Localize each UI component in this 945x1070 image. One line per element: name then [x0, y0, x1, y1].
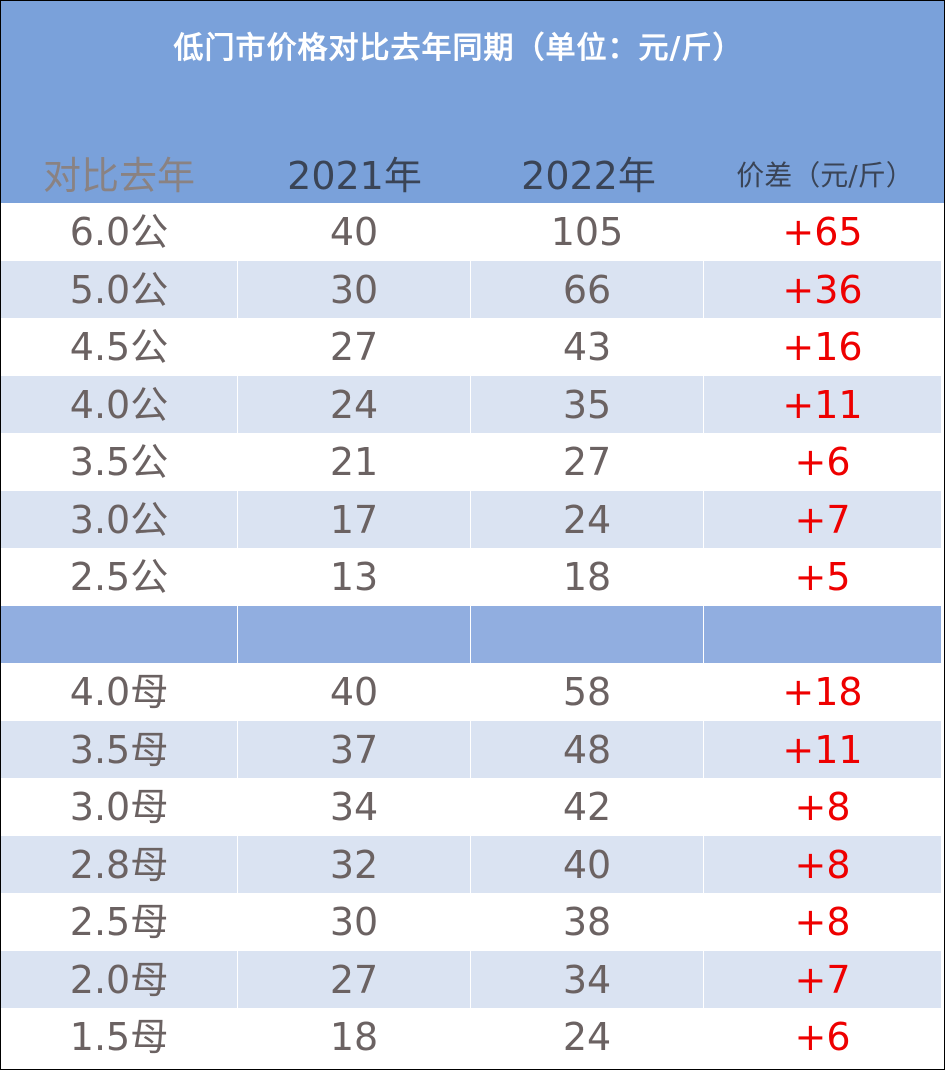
value-2021-cell: 32 [237, 835, 470, 893]
value-2022-cell: 27 [470, 433, 703, 491]
row-label-cell [1, 605, 237, 663]
table-row: 5.0公 30 66 +36 [1, 260, 944, 318]
row-label-cell: 3.0母 [69, 785, 169, 829]
price-diff-cell: +6 [703, 1008, 941, 1066]
value-2022-cell: 40 [470, 835, 703, 893]
row-label-cell: 1.5母 [69, 1015, 169, 1059]
row-label-cell: 2.5公 [69, 555, 169, 599]
value-2021-cell: 30 [237, 893, 470, 951]
price-diff-cell: +11 [703, 375, 941, 433]
table-row: 3.5母 37 48 +11 [1, 720, 944, 778]
column-header-price-diff: 价差（元/斤） [736, 159, 914, 192]
price-diff-cell: +8 [703, 835, 941, 893]
table-body: 6.0公 40 105 +65 5.0公 30 66 +36 4.5公 27 43 +16 4.0公 24… [1, 203, 944, 1066]
value-2022-cell: 58 [470, 663, 703, 721]
value-2022-cell: 66 [470, 260, 703, 318]
value-2021-cell: 27 [237, 950, 470, 1008]
value-2021-cell: 40 [237, 663, 470, 721]
price-diff-cell: +11 [703, 720, 941, 778]
value-2021-cell: 40 [237, 203, 470, 261]
price-diff-cell: +7 [703, 950, 941, 1008]
price-diff-cell: +65 [703, 203, 941, 261]
row-label-cell: 2.5母 [69, 900, 169, 944]
table-header: 低门市价格对比去年同期（单位：元/斤） 对比去年 2021年 2022年 价差（… [1, 1, 944, 203]
table-row: 2.0母 27 34 +7 [1, 950, 944, 1008]
column-header-compare: 对比去年 [42, 154, 195, 198]
value-2021-cell: 21 [237, 433, 470, 491]
table-row: 6.0公 40 105 +65 [1, 203, 944, 261]
value-2021-cell: 30 [237, 260, 470, 318]
row-label-cell: 4.0母 [69, 670, 169, 714]
row-label-cell: 3.5公 [69, 440, 169, 484]
value-2022-cell: 42 [470, 778, 703, 836]
price-diff-cell: +6 [703, 433, 941, 491]
value-2022-cell: 43 [470, 318, 703, 376]
price-diff-cell [703, 605, 941, 663]
value-2022-cell: 24 [470, 1008, 703, 1066]
table-row: 3.0母 34 42 +8 [1, 778, 944, 836]
table-row: 1.5母 18 24 +6 [1, 1008, 944, 1066]
value-2022-cell: 35 [470, 375, 703, 433]
table-row: 3.5公 21 27 +6 [1, 433, 944, 491]
price-diff-cell: +8 [703, 778, 941, 836]
row-label-cell: 4.5公 [69, 325, 169, 369]
separator-row [1, 605, 944, 663]
table-row: 2.8母 32 40 +8 [1, 835, 944, 893]
value-2021-cell [237, 605, 470, 663]
table-row: 4.5公 27 43 +16 [1, 318, 944, 376]
price-diff-cell: +36 [703, 260, 941, 318]
price-diff-cell: +16 [703, 318, 941, 376]
value-2021-cell: 13 [237, 548, 470, 606]
price-diff-cell: +18 [703, 663, 941, 721]
row-label-cell: 3.0公 [1, 490, 237, 548]
price-diff-cell: +7 [703, 490, 941, 548]
value-2021-cell: 17 [237, 490, 470, 548]
value-2021-cell: 24 [237, 375, 470, 433]
row-label-cell: 4.0公 [1, 375, 237, 433]
value-2022-cell: 18 [470, 548, 703, 606]
column-header-2022: 2022年 [521, 154, 656, 198]
table-row: 3.0公 17 24 +7 [1, 490, 944, 548]
table-row: 4.0公 24 35 +11 [1, 375, 944, 433]
value-2021-cell: 37 [237, 720, 470, 778]
row-label-cell: 6.0公 [69, 210, 169, 254]
table-title: 低门市价格对比去年同期（单位：元/斤） [173, 31, 744, 66]
price-diff-cell: +8 [703, 893, 941, 951]
row-label-cell: 5.0公 [1, 260, 237, 318]
value-2022-cell: 24 [470, 490, 703, 548]
value-2022-cell: 38 [470, 893, 703, 951]
price-diff-cell: +5 [703, 548, 941, 606]
column-header-2021: 2021年 [287, 154, 422, 198]
value-2022-cell: 34 [470, 950, 703, 1008]
value-2021-cell: 18 [237, 1008, 470, 1066]
value-2021-cell: 27 [237, 318, 470, 376]
value-2022-cell: 105 [470, 203, 703, 261]
table-row: 2.5母 30 38 +8 [1, 893, 944, 951]
row-label-cell: 3.5母 [1, 720, 237, 778]
value-2021-cell: 34 [237, 778, 470, 836]
table-row: 2.5公 13 18 +5 [1, 548, 944, 606]
table-row: 4.0母 40 58 +18 [1, 663, 944, 721]
value-2022-cell: 48 [470, 720, 703, 778]
row-label-cell: 2.8母 [1, 835, 237, 893]
row-label-cell: 2.0母 [1, 950, 237, 1008]
value-2022-cell [470, 605, 703, 663]
